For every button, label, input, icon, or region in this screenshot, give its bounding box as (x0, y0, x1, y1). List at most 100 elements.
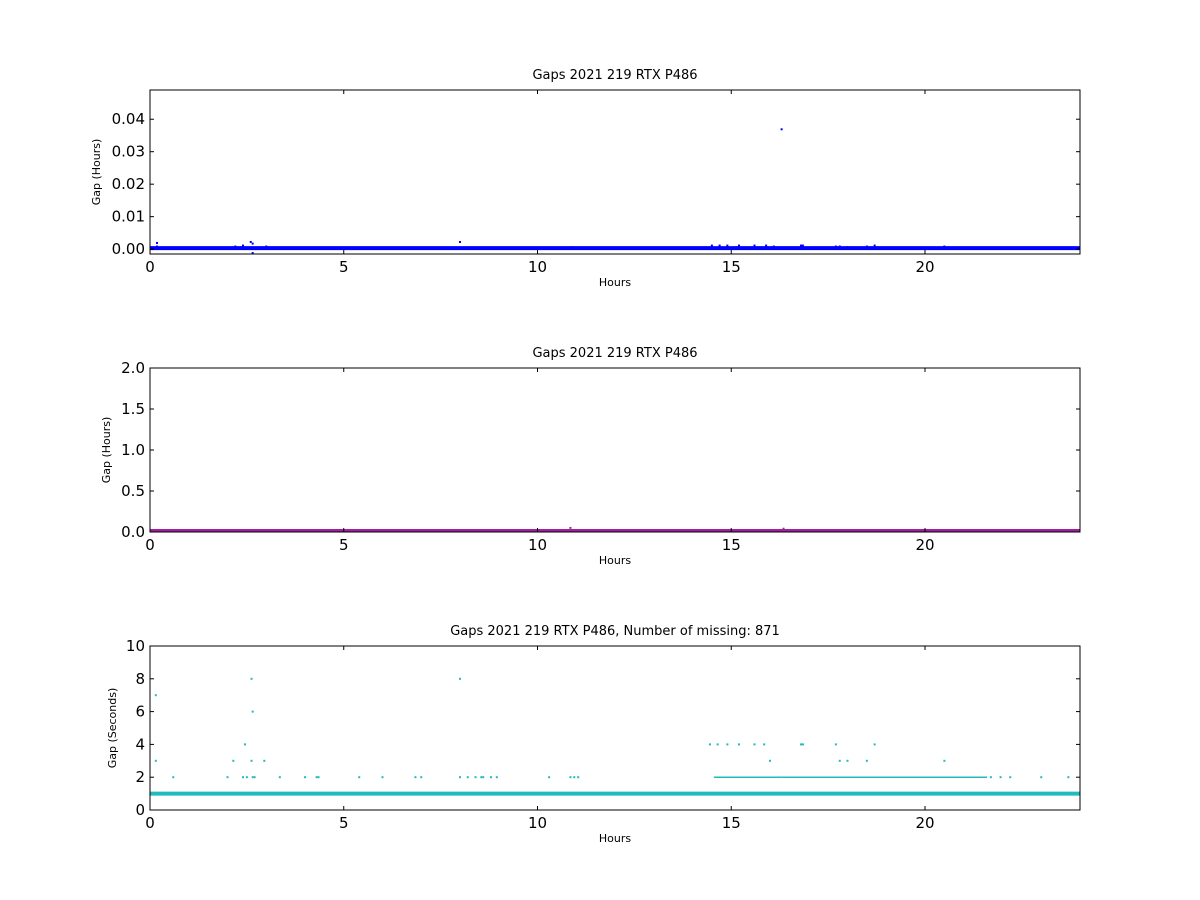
data-point (577, 776, 580, 779)
y-axis-label: Gap (Seconds) (106, 688, 119, 769)
data-point (834, 743, 837, 746)
y-tick-label: 0.01 (112, 208, 145, 226)
data-point (571, 246, 574, 249)
data-point (999, 776, 1002, 779)
data-point (263, 759, 266, 762)
y-tick-label: 0.0 (121, 523, 145, 541)
data-point (381, 776, 384, 779)
data-point (420, 776, 423, 779)
x-tick-label: 20 (915, 536, 934, 554)
y-axis-label: Gap (Hours) (90, 139, 103, 206)
data-point (253, 776, 256, 779)
x-axis-label: Hours (599, 554, 631, 567)
x-tick-label: 5 (339, 814, 349, 832)
y-tick-label: 2 (135, 768, 145, 786)
data-point (490, 776, 492, 779)
data-point (358, 776, 361, 779)
y-tick-label: 0.02 (112, 175, 145, 193)
x-tick-label: 0 (145, 814, 155, 832)
data-point (726, 244, 729, 247)
data-point (251, 242, 254, 245)
y-tick-label: 8 (135, 670, 145, 688)
data-point (753, 743, 756, 746)
y-tick-label: 0 (135, 801, 145, 819)
data-point (459, 677, 461, 680)
data-point (801, 244, 804, 247)
data-point (474, 776, 477, 779)
data-point (780, 128, 783, 131)
data-point (243, 743, 246, 746)
x-tick-label: 0 (145, 258, 155, 276)
data-point (772, 245, 775, 248)
data-point (1067, 776, 1070, 779)
data-point (943, 245, 946, 248)
data-point (249, 240, 252, 243)
data-point (769, 759, 771, 762)
data-point (738, 244, 740, 247)
y-tick-label: 2.0 (121, 359, 145, 377)
data-point (865, 759, 868, 762)
data-point (414, 776, 417, 779)
data-point (738, 743, 740, 746)
data-point (154, 694, 157, 697)
data-point (278, 776, 281, 779)
data-point (251, 710, 254, 713)
x-tick-label: 20 (915, 258, 934, 276)
data-point (304, 776, 306, 779)
data-point (800, 244, 802, 247)
data-point (242, 776, 244, 779)
data-point (873, 244, 876, 247)
data-point (251, 776, 254, 779)
data-point (154, 759, 157, 762)
x-axis-label: Hours (599, 276, 631, 289)
y-tick-label: 0.00 (112, 240, 145, 258)
chart-3: 0 5 10 15 20 0 2 4 6 8 10 Gaps 2021 219 RTX P486, N… (106, 624, 1081, 845)
data-point (155, 241, 158, 244)
data-point (466, 776, 469, 779)
data-point (718, 244, 721, 247)
data-point (232, 759, 235, 762)
data-point (569, 526, 572, 529)
data-point (251, 252, 254, 254)
data-point (155, 245, 158, 248)
data-point (1009, 776, 1012, 779)
y-axis-label: Gap (Hours) (100, 417, 113, 484)
data-point (245, 776, 248, 779)
data-point (1040, 776, 1043, 779)
x-tick-label: 10 (528, 536, 547, 554)
data-point (573, 776, 576, 779)
x-tick-label: 0 (145, 536, 155, 554)
data-point (242, 244, 244, 247)
data-point (265, 245, 268, 248)
data-point (989, 776, 992, 779)
data-point (865, 245, 868, 248)
data-point (172, 776, 175, 779)
x-tick-label: 15 (722, 536, 741, 554)
data-point (838, 759, 841, 762)
chart-2: 0 5 10 15 20 0.0 0.5 1.0 1.5 2.0 Gaps 2021 219 RTX… (100, 346, 1081, 567)
x-tick-label: 10 (528, 258, 547, 276)
y-tick-label: 0.04 (112, 110, 145, 128)
y-tick-label: 0.03 (112, 143, 145, 161)
data-point (459, 240, 461, 243)
data-point (765, 244, 768, 247)
x-tick-label: 5 (339, 258, 349, 276)
y-tick-label: 6 (135, 703, 145, 721)
data-point (710, 244, 713, 247)
y-tick-label: 1.5 (121, 400, 145, 418)
chart-title: Gaps 2021 219 RTX P486, Number of missin… (450, 624, 780, 639)
x-tick-label: 15 (722, 258, 741, 276)
data-point (846, 246, 849, 249)
data-point (838, 245, 841, 248)
x-axis-label: Hours (599, 832, 631, 845)
axes-frame (149, 645, 1081, 811)
x-tick-label: 10 (528, 814, 547, 832)
data-point (480, 776, 483, 779)
chart-title: Gaps 2021 219 RTX P486 (532, 346, 697, 361)
data-point (317, 776, 320, 779)
y-tick-label: 10 (126, 637, 145, 655)
data-point (250, 759, 253, 762)
chart-title: Gaps 2021 219 RTX P486 (532, 68, 697, 83)
data-point (315, 776, 318, 779)
